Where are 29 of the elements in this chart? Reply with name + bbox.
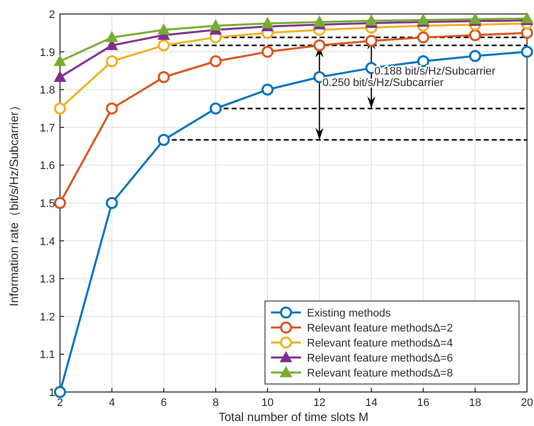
- x-tick-label: 2: [56, 397, 64, 409]
- y-tick-label: 1.6: [40, 160, 55, 172]
- x-tick-label: 8: [212, 397, 219, 409]
- x-tick-label: 12: [313, 397, 326, 409]
- y-tick-label: 2: [48, 9, 55, 21]
- legend-label: Existing methods: [307, 308, 392, 320]
- y-axis-title: Information rate（bit/s/Hz/Subcarrier）: [7, 100, 21, 306]
- y-tick-label: 1.9: [40, 46, 55, 59]
- legend-label: Relevant feature methodsΔ=2: [307, 322, 453, 334]
- y-tick-label: 1.2: [40, 311, 55, 324]
- x-tick-label: 20: [520, 397, 534, 409]
- legend-label: Relevant feature methodsΔ=4: [307, 338, 453, 350]
- annotation: 0.188 bit/s/Hz/Subcarrier: [374, 65, 496, 78]
- y-tick-label: 1.4: [40, 236, 55, 248]
- y-tick-label: 1.1: [40, 349, 55, 362]
- x-tick-label: 16: [417, 397, 430, 409]
- legend-label: Relevant feature methodsΔ=6: [307, 352, 453, 364]
- x-axis-title: Total number of time slots M: [218, 410, 369, 424]
- y-tick-label: 1.5: [40, 198, 55, 210]
- y-tick-label: 1.8: [40, 84, 55, 97]
- y-tick-label: 1.7: [40, 122, 55, 134]
- x-tick-label: 10: [261, 397, 274, 409]
- x-tick-label: 14: [365, 397, 378, 409]
- y-tick-label: 1: [48, 387, 55, 399]
- x-tick-label: 4: [108, 397, 115, 409]
- x-tick-label: 6: [160, 397, 167, 409]
- y-tick-label: 1.3: [40, 274, 55, 286]
- x-tick-label: 18: [468, 397, 482, 409]
- legend-label: Relevant feature methodsΔ=8: [307, 368, 453, 380]
